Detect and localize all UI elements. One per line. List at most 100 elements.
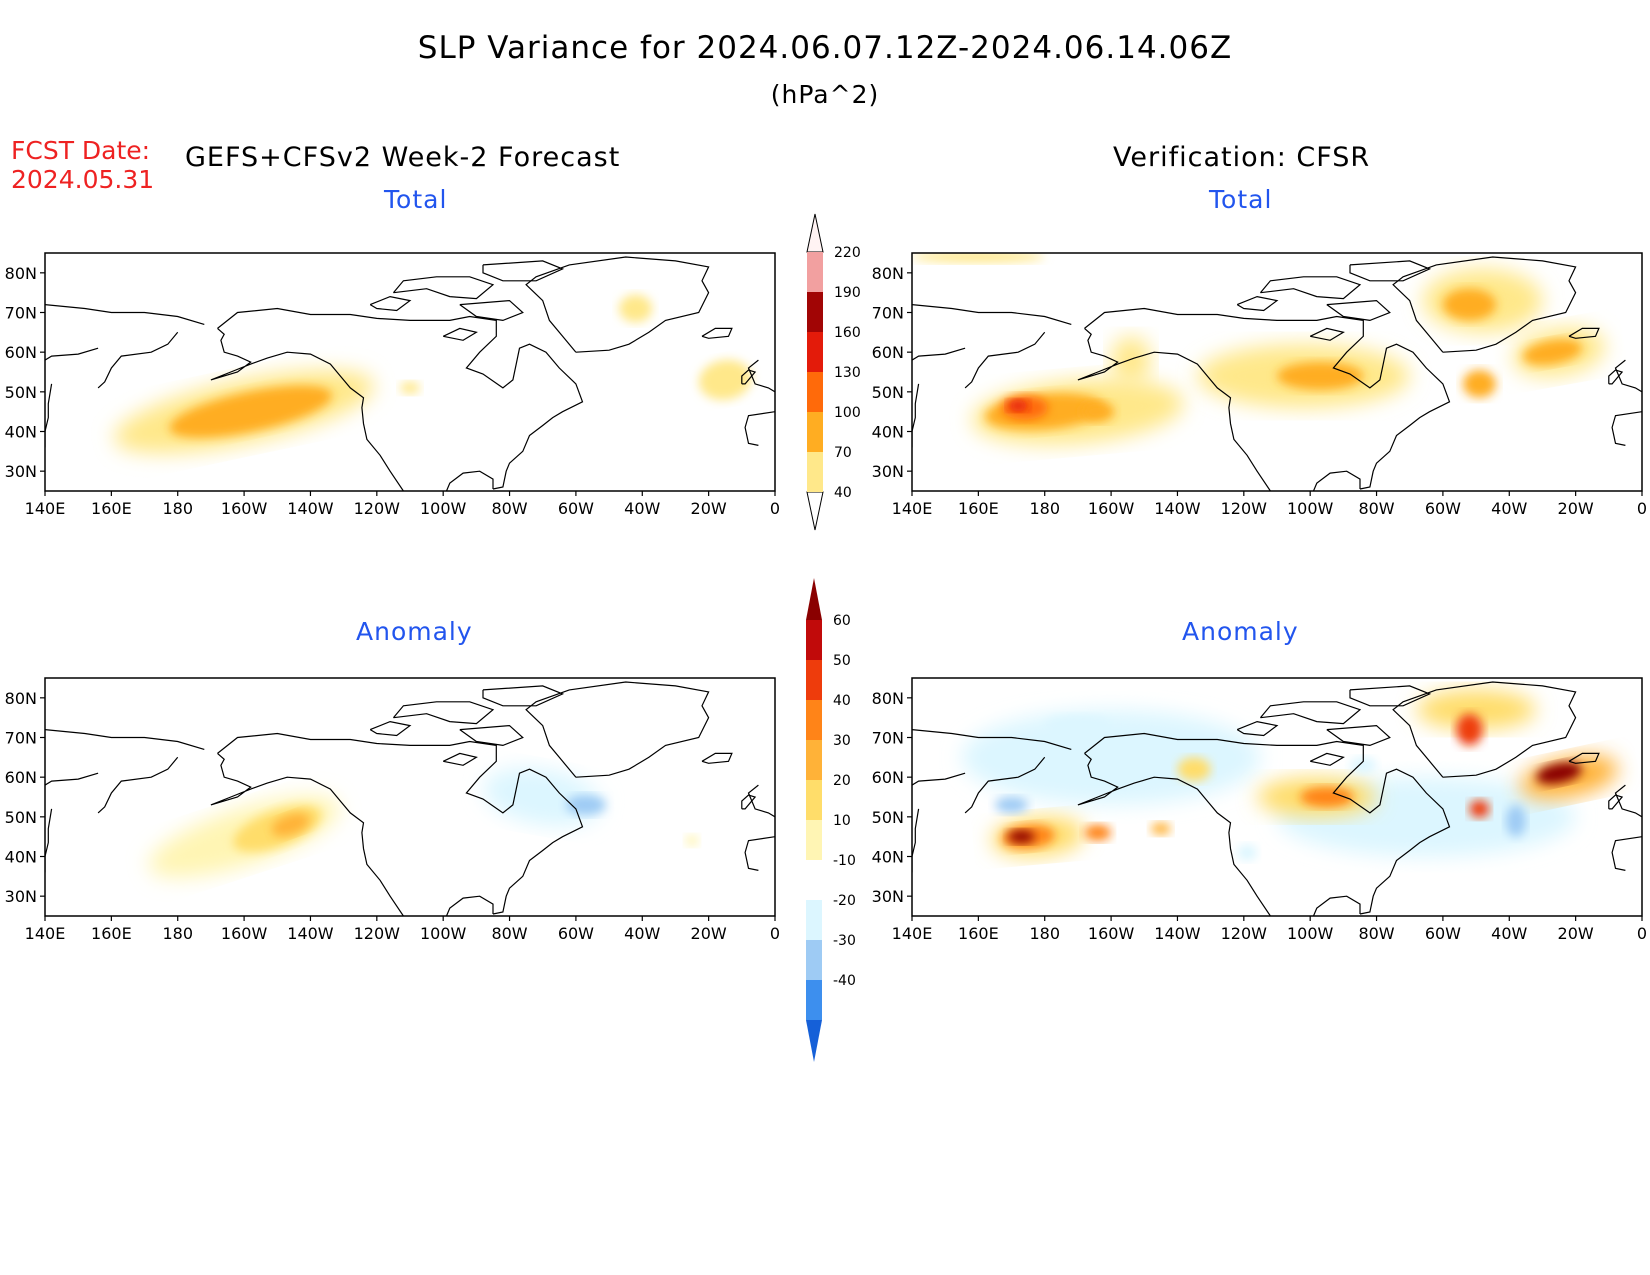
- colorbar-swatch: [806, 980, 822, 1020]
- coastline: [1309, 327, 1345, 341]
- lon-tick-label: 160E: [958, 499, 999, 518]
- field-blob: [1150, 822, 1171, 835]
- field-blob: [1536, 762, 1582, 785]
- colorbar-swatch: [806, 700, 822, 740]
- colorbar-label: 160: [834, 325, 861, 341]
- lon-tick-label: 0: [1637, 924, 1647, 943]
- colorbar-label: 50: [833, 653, 851, 669]
- coastline: [445, 470, 494, 491]
- lon-tick-label: 140E: [25, 924, 66, 943]
- lat-tick-label: 80N: [5, 264, 37, 283]
- coastline: [525, 681, 710, 778]
- lon-tick-label: 40W: [1491, 924, 1527, 943]
- colorbar-swatch: [806, 620, 822, 660]
- lat-tick-label: 80N: [872, 264, 904, 283]
- forecast-anomaly-field: [149, 767, 699, 878]
- field-blob: [1416, 689, 1536, 730]
- lon-tick-label: 140E: [25, 499, 66, 518]
- coastline: [482, 685, 565, 707]
- coastline: [45, 808, 53, 873]
- coastline: [369, 295, 412, 312]
- forecast-total-title: Total: [384, 185, 448, 214]
- lon-tick-label: 100W: [1287, 924, 1334, 943]
- coastline: [459, 724, 524, 747]
- coastline: [1608, 794, 1624, 810]
- lat-tick-label: 30N: [872, 462, 904, 481]
- lon-tick-label: 140E: [892, 924, 933, 943]
- field-blob: [1044, 715, 1112, 736]
- colorbar-upper-triangle: [806, 578, 822, 620]
- lat-tick-label: 50N: [872, 383, 904, 402]
- lon-tick-label: 180: [162, 499, 193, 518]
- coastline: [1259, 276, 1362, 300]
- coastline: [912, 304, 1072, 325]
- coastline: [1614, 784, 1642, 818]
- field-blob: [1442, 288, 1497, 321]
- lat-tick-label: 50N: [872, 808, 904, 827]
- lon-tick-label: 0: [770, 499, 780, 518]
- lon-tick-label: 20W: [1558, 924, 1594, 943]
- lat-tick-label: 70N: [872, 304, 904, 323]
- colorbar-swatch: [806, 780, 822, 820]
- coastline: [1608, 369, 1624, 385]
- colorbar-lower-triangle: [806, 491, 824, 531]
- field-blob: [271, 813, 310, 837]
- coastline: [1568, 752, 1600, 764]
- lon-tick-label: 160E: [91, 499, 132, 518]
- coastline: [45, 383, 53, 448]
- verification-total-panel: 80N 70N 60N 50N 40N 30N 140E 160E 180 160W 140W 120…: [872, 252, 1647, 518]
- coastline: [741, 369, 757, 385]
- colorbar-upper-triangle: [806, 213, 824, 253]
- coastline: [442, 752, 478, 766]
- lat-tick-label: 60N: [872, 343, 904, 362]
- lon-tick-label: 20W: [691, 499, 727, 518]
- lon-tick-label: 160W: [221, 499, 268, 518]
- field-blob: [961, 709, 1261, 805]
- colorbar-swatch: [807, 412, 823, 452]
- colorbar-swatch: [806, 820, 822, 860]
- coastline: [744, 836, 775, 871]
- verification-anomaly-frame: [911, 677, 1643, 917]
- lon-tick-label: 160E: [958, 924, 999, 943]
- forecast-anomaly-frame: [44, 677, 776, 917]
- field-blob: [994, 797, 1029, 813]
- lon-tick-label: 160W: [1088, 499, 1135, 518]
- coastline: [912, 772, 966, 786]
- coastline: [1611, 836, 1642, 871]
- coastline: [964, 331, 1046, 389]
- colorbar-swatch: [806, 900, 822, 940]
- lon-tick-label: 180: [1029, 924, 1060, 943]
- lat-tick-label: 60N: [872, 768, 904, 787]
- forecast-total-field: [114, 294, 752, 454]
- lon-tick-label: 140W: [1154, 499, 1201, 518]
- lon-tick-label: 140W: [1154, 924, 1201, 943]
- lat-tick-label: 50N: [5, 383, 37, 402]
- colorbar-label: 60: [833, 613, 851, 629]
- forecast-anomaly-panel: 80N 70N 60N 50N 40N 30N 140E 160E 180 160W 140W 120…: [5, 677, 780, 943]
- verification-total-coastlines: [912, 256, 1642, 491]
- lon-tick-label: 80W: [491, 924, 527, 943]
- lon-tick-label: 80W: [1358, 499, 1394, 518]
- forecast-anomaly-title: Anomaly: [356, 617, 473, 646]
- coastline: [97, 331, 179, 389]
- lon-tick-label: 80W: [491, 499, 527, 518]
- coastline: [442, 327, 478, 341]
- coastline: [964, 756, 1046, 814]
- fcst-date-value: 2024.05.31: [11, 165, 155, 194]
- coastline: [1309, 752, 1345, 766]
- coastline: [1084, 307, 1451, 490]
- lon-tick-label: 120W: [1221, 499, 1268, 518]
- lat-tick-label: 60N: [5, 768, 37, 787]
- lon-tick-label: 140W: [287, 499, 334, 518]
- lon-tick-label: 40W: [624, 499, 660, 518]
- coastline: [701, 752, 733, 764]
- coastline: [1326, 724, 1391, 747]
- coastline: [747, 784, 775, 818]
- coastline: [747, 359, 775, 393]
- lat-tick-label: 80N: [5, 689, 37, 708]
- coastline: [744, 411, 775, 446]
- colorbar-swatch: [806, 660, 822, 700]
- units-subtitle: (hPa^2): [770, 80, 880, 109]
- field-blob: [1300, 787, 1354, 807]
